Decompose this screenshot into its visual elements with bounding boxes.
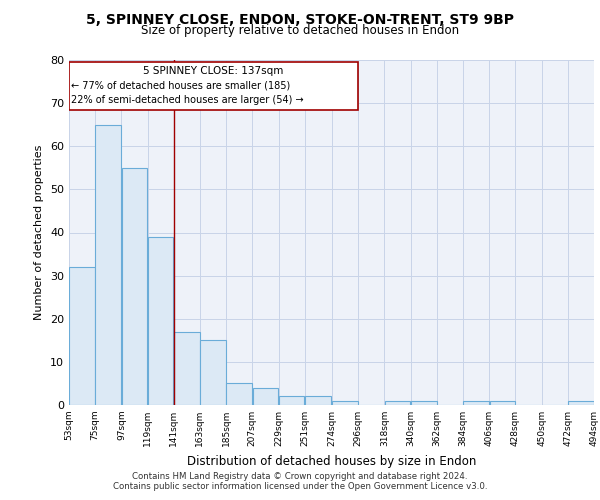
Y-axis label: Number of detached properties: Number of detached properties — [34, 145, 44, 320]
X-axis label: Distribution of detached houses by size in Endon: Distribution of detached houses by size … — [187, 454, 476, 468]
Bar — [174, 332, 200, 405]
Bar — [463, 400, 489, 405]
FancyBboxPatch shape — [69, 62, 358, 110]
Bar — [279, 396, 304, 405]
Text: Contains HM Land Registry data © Crown copyright and database right 2024.
Contai: Contains HM Land Registry data © Crown c… — [113, 472, 487, 491]
Bar — [385, 400, 410, 405]
Bar — [148, 237, 173, 405]
Text: 22% of semi-detached houses are larger (54) →: 22% of semi-detached houses are larger (… — [71, 96, 304, 106]
Bar — [226, 384, 252, 405]
Bar — [253, 388, 278, 405]
Bar — [305, 396, 331, 405]
Text: ← 77% of detached houses are smaller (185): ← 77% of detached houses are smaller (18… — [71, 80, 290, 90]
Bar — [490, 400, 515, 405]
Bar — [200, 340, 226, 405]
Bar — [568, 400, 594, 405]
Bar — [122, 168, 147, 405]
Bar — [69, 267, 95, 405]
Bar — [95, 124, 121, 405]
Text: 5 SPINNEY CLOSE: 137sqm: 5 SPINNEY CLOSE: 137sqm — [143, 66, 284, 76]
Text: Size of property relative to detached houses in Endon: Size of property relative to detached ho… — [141, 24, 459, 37]
Bar — [332, 400, 358, 405]
Bar — [411, 400, 437, 405]
Text: 5, SPINNEY CLOSE, ENDON, STOKE-ON-TRENT, ST9 9BP: 5, SPINNEY CLOSE, ENDON, STOKE-ON-TRENT,… — [86, 12, 514, 26]
